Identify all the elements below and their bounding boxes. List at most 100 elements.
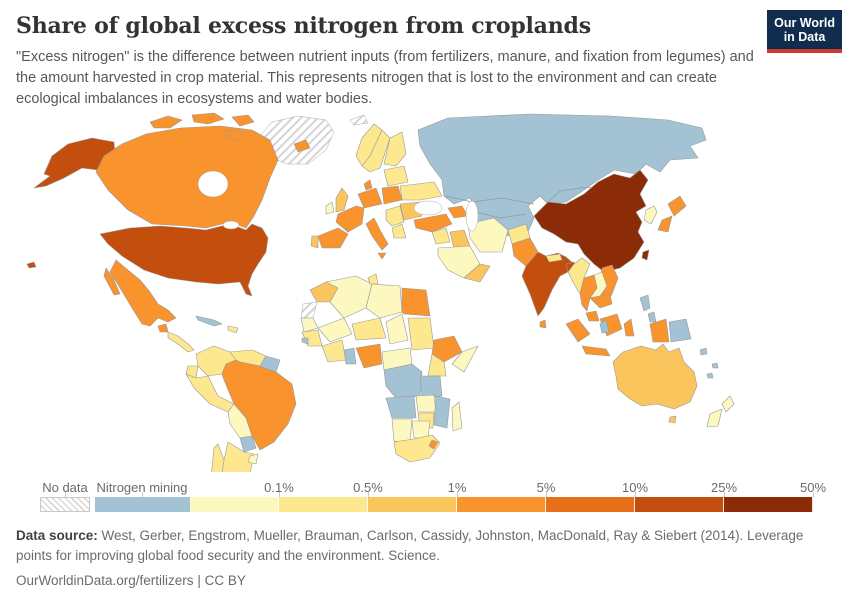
region-iceland[interactable] — [293, 140, 311, 153]
region-greece[interactable] — [391, 224, 407, 239]
region-japan-kyushu[interactable] — [657, 216, 673, 233]
region-iran[interactable] — [467, 218, 509, 253]
region-sicily[interactable] — [377, 253, 387, 260]
region-ghana[interactable] — [343, 348, 357, 365]
region-madagascar[interactable] — [451, 402, 463, 432]
region-china[interactable] — [533, 170, 649, 273]
region-canada[interactable] — [95, 126, 279, 229]
region-brazil[interactable] — [221, 360, 297, 451]
legend-bin-3[interactable] — [457, 497, 546, 513]
region-denmark[interactable] — [363, 180, 373, 191]
region-niger[interactable] — [351, 318, 387, 341]
region-sulawesi[interactable] — [623, 319, 635, 337]
region-chile[interactable] — [207, 444, 225, 535]
region-france[interactable] — [335, 206, 365, 233]
region-nepal[interactable] — [545, 254, 563, 263]
region-canada-arctic-4[interactable] — [225, 130, 245, 141]
region-central-america[interactable] — [167, 332, 195, 353]
region-botswana[interactable] — [411, 421, 431, 439]
region-mexico[interactable] — [109, 260, 177, 327]
region-italy[interactable] — [365, 218, 389, 251]
region-uruguay[interactable] — [247, 454, 259, 465]
region-baja[interactable] — [103, 268, 121, 296]
region-sumatra[interactable] — [565, 319, 591, 343]
region-malaysia[interactable] — [585, 311, 600, 322]
region-angola[interactable] — [385, 396, 417, 419]
region-pacific-2[interactable] — [711, 363, 719, 369]
region-yemen[interactable] — [463, 264, 491, 283]
region-borneo-west[interactable] — [599, 320, 610, 334]
legend-no-data-swatch[interactable] — [40, 497, 90, 513]
region-nigeria[interactable] — [355, 344, 383, 369]
region-pacific-1[interactable] — [699, 348, 708, 356]
region-korea[interactable] — [643, 206, 658, 225]
region-tanzania[interactable] — [419, 376, 443, 399]
region-libya[interactable] — [365, 284, 403, 319]
region-canada-arctic-2[interactable] — [191, 113, 225, 125]
region-sri-lanka[interactable] — [539, 320, 547, 329]
region-mauritania[interactable] — [300, 318, 319, 333]
region-zambia[interactable] — [415, 395, 437, 413]
region-png[interactable] — [668, 319, 692, 343]
region-new-zealand-north[interactable] — [721, 396, 735, 413]
region-philippines-1[interactable] — [639, 295, 651, 312]
region-usa[interactable] — [99, 224, 269, 297]
legend-bin-0[interactable] — [190, 497, 279, 513]
legend-bin-4[interactable] — [546, 497, 635, 513]
owid-url-link[interactable]: OurWorldinData.org/fertilizers — [16, 572, 194, 588]
region-new-zealand-south[interactable] — [706, 409, 723, 428]
region-portugal[interactable] — [310, 236, 319, 249]
region-guinea-bissau[interactable] — [301, 338, 309, 345]
region-balkans[interactable] — [385, 206, 405, 227]
region-philippines-2[interactable] — [647, 312, 657, 323]
region-drc[interactable] — [383, 364, 423, 399]
region-turkey[interactable] — [413, 214, 453, 233]
region-caucasus[interactable] — [447, 206, 469, 219]
region-finland[interactable] — [383, 132, 407, 167]
region-japan-honshu[interactable] — [667, 196, 687, 217]
region-svalbard[interactable] — [349, 115, 369, 126]
region-spain[interactable] — [317, 228, 349, 249]
region-iraq[interactable] — [449, 230, 471, 249]
region-cambodia[interactable] — [589, 294, 613, 309]
legend-bin-1[interactable] — [279, 497, 368, 513]
region-algeria[interactable] — [325, 276, 373, 319]
owid-logo[interactable]: Our World in Data — [767, 10, 842, 53]
region-mali[interactable] — [317, 318, 353, 343]
legend-bin-5[interactable] — [635, 497, 724, 513]
region-swaziland[interactable] — [428, 440, 439, 450]
region-ireland[interactable] — [325, 202, 335, 215]
region-taiwan[interactable] — [641, 250, 650, 261]
region-ukraine[interactable] — [399, 182, 443, 201]
region-mozambique[interactable] — [433, 396, 451, 429]
region-levant[interactable] — [431, 228, 451, 245]
region-hispaniola[interactable] — [227, 326, 239, 334]
region-thailand[interactable] — [579, 275, 598, 312]
region-guatemala[interactable] — [157, 324, 169, 333]
region-somalia[interactable] — [451, 346, 479, 373]
region-cuba[interactable] — [195, 316, 223, 327]
region-egypt[interactable] — [401, 288, 431, 317]
region-uk[interactable] — [335, 188, 349, 213]
region-java[interactable] — [581, 346, 611, 357]
region-kenya[interactable] — [427, 354, 447, 377]
region-ethiopia[interactable] — [431, 336, 463, 363]
region-tunisia[interactable] — [367, 274, 379, 285]
region-chad[interactable] — [385, 314, 409, 345]
region-namibia[interactable] — [391, 419, 413, 444]
region-canada-arctic-3[interactable] — [231, 115, 255, 127]
region-ivory-coast[interactable] — [321, 340, 347, 363]
region-hawaii[interactable] — [26, 262, 37, 269]
region-sudan[interactable] — [407, 318, 435, 351]
region-western-sahara[interactable] — [300, 302, 318, 319]
region-pacific-3[interactable] — [706, 373, 714, 379]
region-canada-arctic-1[interactable] — [149, 116, 183, 129]
region-paraguay[interactable] — [239, 436, 257, 453]
region-papua-west[interactable] — [649, 319, 670, 343]
legend-bin-2[interactable] — [368, 497, 457, 513]
legend-mining-swatch[interactable] — [95, 497, 190, 513]
region-india[interactable] — [521, 252, 575, 317]
legend-bin-6[interactable] — [724, 497, 813, 513]
region-australia[interactable] — [612, 344, 698, 410]
license-label[interactable]: CC BY — [204, 572, 246, 588]
